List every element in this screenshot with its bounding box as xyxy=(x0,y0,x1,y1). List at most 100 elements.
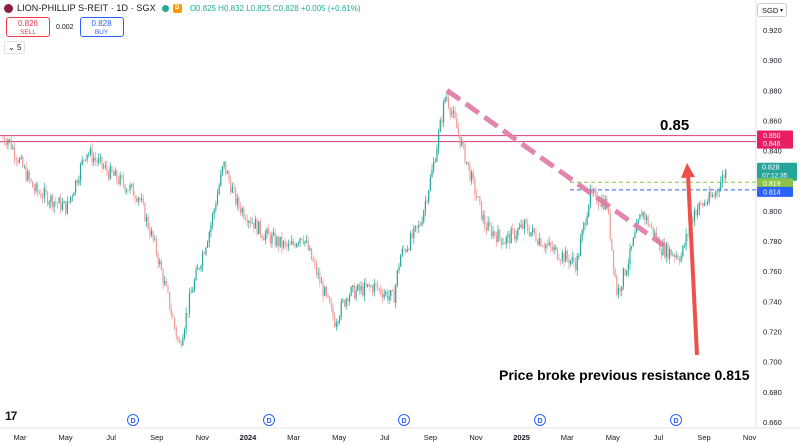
level-tag-0846-bg xyxy=(757,138,793,149)
candle-body xyxy=(353,285,356,299)
candle-body xyxy=(243,208,245,218)
candle-body xyxy=(462,140,464,144)
candle-body xyxy=(428,190,430,202)
candle-body xyxy=(540,238,542,247)
candle-body xyxy=(561,253,563,261)
candle-body xyxy=(106,165,108,172)
candle-body xyxy=(370,286,372,287)
currency-selector[interactable]: SGD ▾ xyxy=(757,3,787,17)
candle-body xyxy=(675,255,677,258)
candle-body xyxy=(546,244,549,246)
candle-body xyxy=(678,259,681,262)
candle-body xyxy=(281,236,283,248)
symbol-logo-icon xyxy=(4,3,13,13)
candle-body xyxy=(421,221,423,226)
candle-body xyxy=(347,298,349,302)
candle-body xyxy=(414,226,417,228)
candle-body xyxy=(249,221,252,224)
downtrend-line xyxy=(445,88,666,248)
candle-body xyxy=(253,222,255,229)
candle-body xyxy=(533,228,535,234)
y-tick-label: 0.800 xyxy=(763,207,782,216)
candle-body xyxy=(35,183,37,192)
candle-body xyxy=(108,171,110,179)
candle-body xyxy=(692,220,694,222)
candle-body xyxy=(725,169,727,179)
candle-body xyxy=(447,97,450,108)
candle-body xyxy=(477,196,479,198)
candle-body xyxy=(522,224,524,229)
chevron-down-icon: ▾ xyxy=(779,8,783,14)
candle-body xyxy=(279,236,281,247)
candle-body xyxy=(543,246,545,248)
candle-body xyxy=(4,138,6,143)
candle-body xyxy=(66,201,68,214)
candle-body xyxy=(621,286,623,291)
candle-body xyxy=(81,159,83,165)
candle-body xyxy=(132,184,134,196)
candle-body xyxy=(317,272,319,275)
last-price-label: 0.828 xyxy=(762,165,780,172)
candle-body xyxy=(180,342,182,346)
candle-body xyxy=(261,234,263,239)
candle-body xyxy=(287,244,290,247)
candle-body xyxy=(627,264,629,271)
breakout-arrow-head xyxy=(681,163,695,178)
indicators-count: 5 xyxy=(16,43,22,52)
candle-body xyxy=(13,147,16,159)
candle-body xyxy=(391,290,393,291)
candle-body xyxy=(246,219,248,223)
x-tick-label: Sep xyxy=(697,433,710,442)
resistance-label: 0.85 xyxy=(660,117,690,134)
candle-body xyxy=(244,217,247,220)
candle-body xyxy=(480,201,483,220)
candle-body xyxy=(607,208,610,214)
candle-body xyxy=(76,180,78,184)
candle-body xyxy=(584,222,587,226)
candle-body xyxy=(197,267,199,270)
candle-body xyxy=(655,232,657,241)
candle-body xyxy=(645,216,648,220)
candle-body xyxy=(51,195,54,208)
candle-body xyxy=(710,192,712,197)
candle-body xyxy=(367,284,369,286)
candle-body xyxy=(466,161,468,163)
buy-button[interactable]: 0.828 BUY xyxy=(79,17,124,37)
candle-body xyxy=(28,171,30,179)
dividend-marker-label: D xyxy=(130,418,135,425)
candle-body xyxy=(276,237,278,246)
candle-body xyxy=(449,107,451,115)
dividend-marker xyxy=(670,414,682,426)
indicators-collapse-button[interactable]: ⌄ 5 xyxy=(4,41,26,54)
candle-body xyxy=(669,249,671,259)
candle-body xyxy=(365,282,367,286)
candle-body xyxy=(489,221,491,226)
candle-body xyxy=(112,172,115,176)
candle-body xyxy=(12,147,14,149)
candle-body xyxy=(307,240,309,251)
candle-body xyxy=(96,160,98,163)
candle-body xyxy=(248,221,250,223)
candle-body xyxy=(157,254,159,264)
symbol-title[interactable]: LION-PHILLIP S-REIT · 1D · SGX xyxy=(17,3,156,13)
candle-body xyxy=(702,203,704,206)
candle-body xyxy=(495,235,497,243)
dividend-marker xyxy=(263,414,275,426)
candle-body xyxy=(680,256,682,262)
candle-body xyxy=(55,201,57,203)
candle-body xyxy=(88,153,90,155)
candle-body xyxy=(284,241,286,244)
y-tick-label: 0.880 xyxy=(763,86,782,95)
candle-body xyxy=(599,205,601,207)
candle-body xyxy=(416,226,418,228)
candle-body xyxy=(594,191,596,193)
sell-button[interactable]: 0.826 SELL xyxy=(6,17,50,37)
candle-body xyxy=(282,241,285,248)
last-price-tag-bg xyxy=(757,162,797,181)
candle-body xyxy=(566,250,568,259)
candle-body xyxy=(127,190,129,192)
candle-body xyxy=(461,140,463,146)
candle-body xyxy=(273,232,275,235)
candle-body xyxy=(388,296,390,300)
